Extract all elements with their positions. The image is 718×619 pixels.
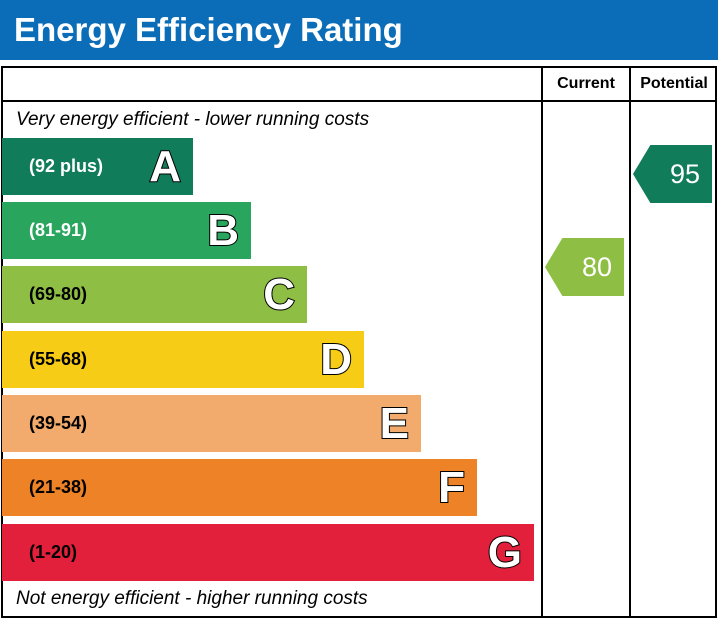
- band-letter: A: [148, 141, 182, 192]
- header-divider: [1, 100, 717, 102]
- current-rating-arrow: 80: [545, 238, 624, 296]
- band-g: (1-20) G: [2, 524, 534, 581]
- current-column-header: Current: [557, 75, 615, 92]
- potential-column-divider: [629, 66, 631, 618]
- band-letter: C: [262, 269, 296, 320]
- band-letter: F: [437, 462, 466, 513]
- band-letter: B: [206, 205, 240, 256]
- potential-rating-arrow: 95: [633, 145, 712, 203]
- band-letter: E: [379, 398, 410, 449]
- potential-column-header: Potential: [640, 75, 708, 92]
- top-caption: Very energy efficient - lower running co…: [16, 109, 370, 130]
- band-d: (55-68) D: [2, 331, 364, 388]
- band-range-label: (81-91): [29, 220, 88, 240]
- band-letter: G: [487, 527, 523, 578]
- band-b: (81-91) B: [2, 202, 251, 259]
- band-f: (21-38) F: [2, 459, 477, 516]
- band-range-label: (21-38): [29, 477, 88, 497]
- band-range-label: (92 plus): [29, 156, 104, 176]
- bottom-caption: Not energy efficient - higher running co…: [16, 588, 368, 609]
- band-letter: D: [319, 334, 353, 385]
- band-c: (69-80) C: [2, 266, 307, 323]
- band-e: (39-54) E: [2, 395, 421, 452]
- band-a: (92 plus) A: [2, 138, 193, 195]
- band-range-label: (55-68): [29, 349, 88, 369]
- band-range-label: (1-20): [29, 542, 78, 562]
- band-range-label: (39-54): [29, 413, 88, 433]
- current-column-divider: [541, 66, 543, 618]
- band-range-label: (69-80): [29, 284, 88, 304]
- chart-title: Energy Efficiency Rating: [0, 0, 718, 60]
